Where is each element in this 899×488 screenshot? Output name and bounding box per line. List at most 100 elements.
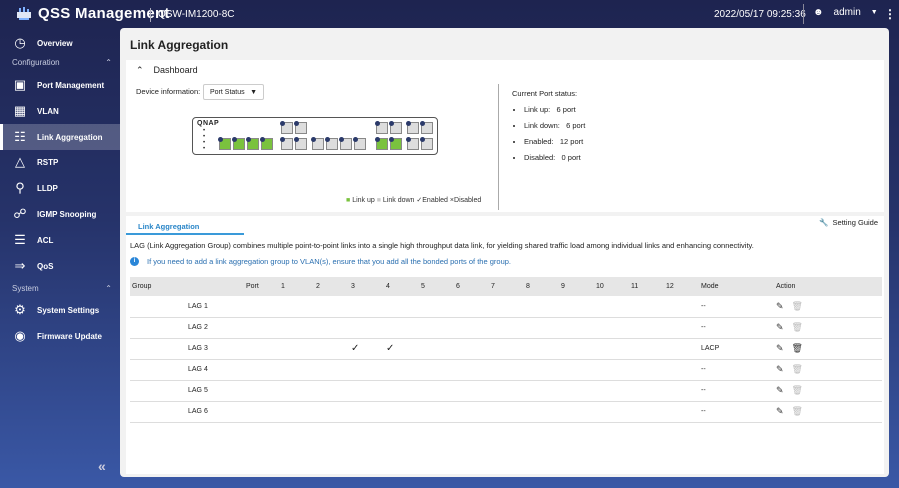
setting-guide-label: Setting Guide — [832, 218, 878, 227]
edit-icon[interactable]: ✎ — [776, 322, 784, 332]
port-cell — [281, 338, 316, 360]
page-title: Link Aggregation — [130, 38, 229, 52]
sidebar-item-lldp[interactable]: ⚲ LLDP — [0, 175, 120, 201]
port-cell — [386, 401, 421, 423]
switch-panel: QNAP • • • • — [192, 117, 438, 155]
port-link-down[interactable] — [280, 121, 293, 134]
section-configuration[interactable]: Configuration ⌃ — [12, 58, 112, 67]
edit-icon[interactable]: ✎ — [776, 364, 784, 374]
port-link-down[interactable] — [311, 137, 324, 150]
lag-name: LAG 3 — [130, 338, 246, 360]
sidebar-item-label: LLDP — [37, 183, 58, 193]
port-cell — [631, 296, 666, 318]
port-cell — [386, 359, 421, 381]
port-legend: ■ Link up ■ Link down ✓Enabled ×Disabled — [346, 196, 481, 204]
sidebar-item-igmp-snooping[interactable]: ☍ IGMP Snooping — [0, 201, 120, 227]
delete-icon[interactable]: 🗑 — [791, 343, 803, 353]
sidebar-item-rstp[interactable]: △ RSTP — [0, 149, 120, 175]
action-cell: ✎ 🗑 — [776, 380, 882, 402]
setting-guide-button[interactable]: 🔧 Setting Guide — [819, 218, 878, 227]
sidebar-item-firmware-update[interactable]: ◉ Firmware Update — [0, 323, 120, 349]
port-cell — [491, 401, 526, 423]
port-cell — [631, 338, 666, 360]
sidebar-item-vlan[interactable]: ▦ VLAN — [0, 98, 120, 124]
caret-down-icon: ▼ — [870, 9, 878, 16]
port-link-down[interactable] — [420, 137, 433, 150]
port-cell — [351, 359, 386, 381]
lag-table: Group Port 1 2 3 4 5 6 7 8 9 10 11 12 Mode Action LAG 1… — [130, 277, 882, 423]
port-link-down[interactable] — [339, 137, 352, 150]
lldp-icon: ⚲ — [15, 180, 25, 195]
port-cell — [456, 296, 491, 318]
chevron-up-icon: ⌃ — [105, 58, 112, 67]
action-cell: ✎ 🗑 — [776, 359, 882, 381]
port-link-up[interactable] — [375, 137, 388, 150]
port-cell — [561, 338, 596, 360]
firmware-icon: ◉ — [14, 328, 26, 343]
port-link-down[interactable] — [353, 137, 366, 150]
port-link-down[interactable] — [406, 121, 419, 134]
edit-icon[interactable]: ✎ — [776, 385, 784, 395]
col-port-8: 8 — [526, 277, 561, 296]
port-cell — [386, 380, 421, 402]
port-link-down[interactable] — [406, 137, 419, 150]
collapse-sidebar-icon[interactable]: « — [98, 458, 106, 474]
sidebar-item-system-settings[interactable]: ⚙ System Settings — [0, 297, 120, 323]
edit-icon[interactable]: ✎ — [776, 406, 784, 416]
section-system[interactable]: System ⌃ — [12, 284, 112, 293]
dashboard-toggle[interactable]: ⌃ Dashboard — [136, 65, 198, 76]
note-text: If you need to add a link aggregation gr… — [147, 257, 511, 266]
lag-name: LAG 1 — [130, 296, 246, 318]
col-port-1: 1 — [281, 277, 316, 296]
sidebar-item-acl[interactable]: ☰ ACL — [0, 227, 120, 253]
tab-link-aggregation[interactable]: Link Aggregation — [126, 216, 244, 235]
lag-mode: -- — [701, 317, 776, 339]
username: admin — [833, 7, 861, 18]
port-cell — [526, 380, 561, 402]
sidebar-item-port-management[interactable]: ▣ Port Management — [0, 72, 120, 98]
sidebar-item-qos[interactable]: ⇒ QoS — [0, 253, 120, 279]
port-link-up[interactable] — [389, 137, 402, 150]
port-cell — [246, 317, 281, 339]
check-icon: ✓ — [351, 343, 360, 354]
port-badge-icon — [294, 137, 299, 142]
port-link-down[interactable] — [280, 137, 293, 150]
port-cell — [596, 359, 631, 381]
status-label: Link up: — [524, 105, 551, 114]
port-badge-icon — [260, 137, 265, 142]
more-menu-icon[interactable]: ⋮ — [884, 7, 896, 21]
sidebar-item-label: Port Management — [37, 80, 105, 90]
sidebar-item-overview[interactable]: ◷ Overview — [0, 30, 120, 56]
port-badge-icon — [311, 137, 316, 142]
port-link-up[interactable] — [232, 137, 245, 150]
port-link-down[interactable] — [294, 121, 307, 134]
user-icon: ☻ — [813, 7, 824, 18]
port-link-up[interactable] — [218, 137, 231, 150]
port-link-up[interactable] — [246, 137, 259, 150]
port-cell — [316, 380, 351, 402]
device-info-select[interactable]: Port Status ▼ — [203, 84, 264, 100]
port-cell — [666, 359, 701, 381]
port-link-up[interactable] — [260, 137, 273, 150]
port-cell — [421, 317, 456, 339]
user-menu[interactable]: ☻ admin ▼ — [813, 7, 878, 18]
port-link-down[interactable] — [375, 121, 388, 134]
table-row: LAG 5 -- ✎ 🗑 — [130, 380, 882, 402]
port-cell — [456, 401, 491, 423]
port-cell — [596, 296, 631, 318]
port-badge-icon — [325, 137, 330, 142]
port-cell — [526, 317, 561, 339]
port-badge-icon — [420, 137, 425, 142]
port-link-down[interactable] — [294, 137, 307, 150]
port-link-down[interactable] — [389, 121, 402, 134]
port-link-down[interactable] — [325, 137, 338, 150]
edit-icon[interactable]: ✎ — [776, 343, 784, 353]
wrench-icon: 🔧 — [819, 218, 829, 227]
port-link-down[interactable] — [420, 121, 433, 134]
col-action: Action — [776, 277, 882, 296]
sidebar-item-link-aggregation[interactable]: ☷ Link Aggregation — [0, 124, 120, 150]
edit-icon[interactable]: ✎ — [776, 300, 784, 311]
port-cell — [491, 338, 526, 360]
port-cell — [421, 338, 456, 360]
sidebar-item-label: IGMP Snooping — [37, 209, 97, 219]
